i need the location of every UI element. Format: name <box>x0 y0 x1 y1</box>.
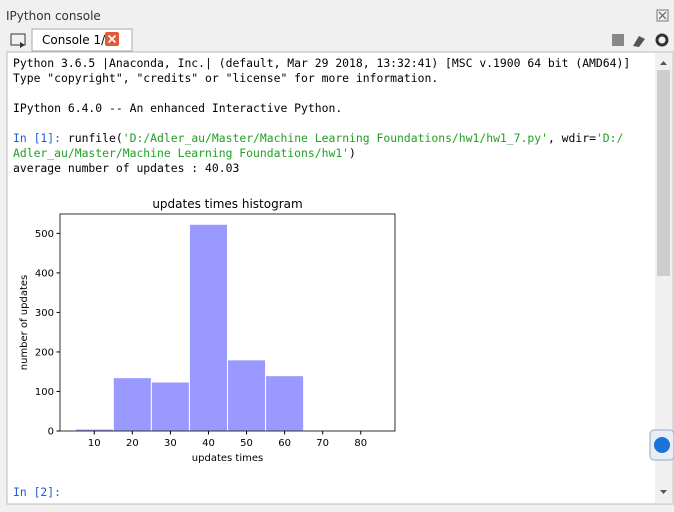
scroll-thumb[interactable] <box>657 70 670 276</box>
console-segment: In [1]: <box>13 131 61 145</box>
window-title: IPython console <box>6 9 101 23</box>
x-tick-label: 80 <box>354 438 367 449</box>
clear-button[interactable] <box>633 36 645 47</box>
console-segment: , wdir= <box>548 131 596 145</box>
browse-icon[interactable] <box>10 33 26 48</box>
y-tick-label: 500 <box>35 229 54 240</box>
console-segment: average number of updates : 40.03 <box>13 161 239 175</box>
y-tick-label: 100 <box>35 387 54 398</box>
chart-title: updates times histogram <box>152 197 302 211</box>
bar <box>227 359 267 432</box>
y-tick-label: 0 <box>48 427 54 438</box>
options-button[interactable] <box>655 33 669 47</box>
tab-close-icon <box>107 34 117 44</box>
y-axis-label: number of updates <box>19 275 30 370</box>
bar <box>188 223 229 432</box>
console-line: Type "copyright", "credits" or "license"… <box>13 71 438 85</box>
console-line: Python 3.6.5 |Anaconda, Inc.| (default, … <box>13 56 630 70</box>
console-line: IPython 6.4.0 -- An enhanced Interactive… <box>13 101 342 115</box>
x-tick-label: 70 <box>316 438 329 449</box>
console-segment: runfile( <box>61 131 123 145</box>
console-line: Adler_au/Master/Machine Learning Foundat… <box>13 146 356 160</box>
x-tick-label: 40 <box>202 438 215 449</box>
side-widget-icon <box>654 437 670 453</box>
y-tick-label: 300 <box>35 308 54 319</box>
console-segment: Python 3.6.5 |Anaconda, Inc.| (default, … <box>13 56 630 70</box>
console-text: Python 3.6.5 |Anaconda, Inc.| (default, … <box>13 56 630 499</box>
bar <box>150 381 190 432</box>
console-segment: 'D:/ <box>596 131 623 145</box>
axes-frame <box>59 213 396 432</box>
console-segment: In [2]: <box>13 485 61 499</box>
x-tick-label: 30 <box>164 438 177 449</box>
console-line: In [1]: runfile('D:/Adler_au/Master/Mach… <box>13 131 623 145</box>
console-line: In [2]: <box>13 485 61 499</box>
x-tick-label: 60 <box>278 438 291 449</box>
histogram: updates times histogram updates times numb… <box>19 197 396 464</box>
console-segment: Type "copyright", "credits" or "license"… <box>13 71 438 85</box>
console-segment: Adler_au/Master/Machine Learning Foundat… <box>13 146 349 160</box>
close-icon <box>658 11 667 20</box>
console-segment: ) <box>349 146 356 160</box>
bar <box>112 377 152 432</box>
y-tick-label: 200 <box>35 347 54 358</box>
x-axis-label: updates times <box>192 453 263 464</box>
console-segment: 'D:/Adler_au/Master/Machine Learning Fou… <box>123 131 548 145</box>
console-segment: IPython 6.4.0 -- An enhanced Interactive… <box>13 101 342 115</box>
close-pane[interactable] <box>656 9 669 22</box>
console-line: average number of updates : 40.03 <box>13 161 239 175</box>
bar <box>265 375 305 432</box>
tab-label: Console 1/A <box>42 33 114 47</box>
x-tick-label: 20 <box>126 438 139 449</box>
x-tick-label: 50 <box>240 438 253 449</box>
x-tick-label: 10 <box>88 438 101 449</box>
y-tick-label: 400 <box>35 268 54 279</box>
stop-button[interactable] <box>612 34 624 46</box>
